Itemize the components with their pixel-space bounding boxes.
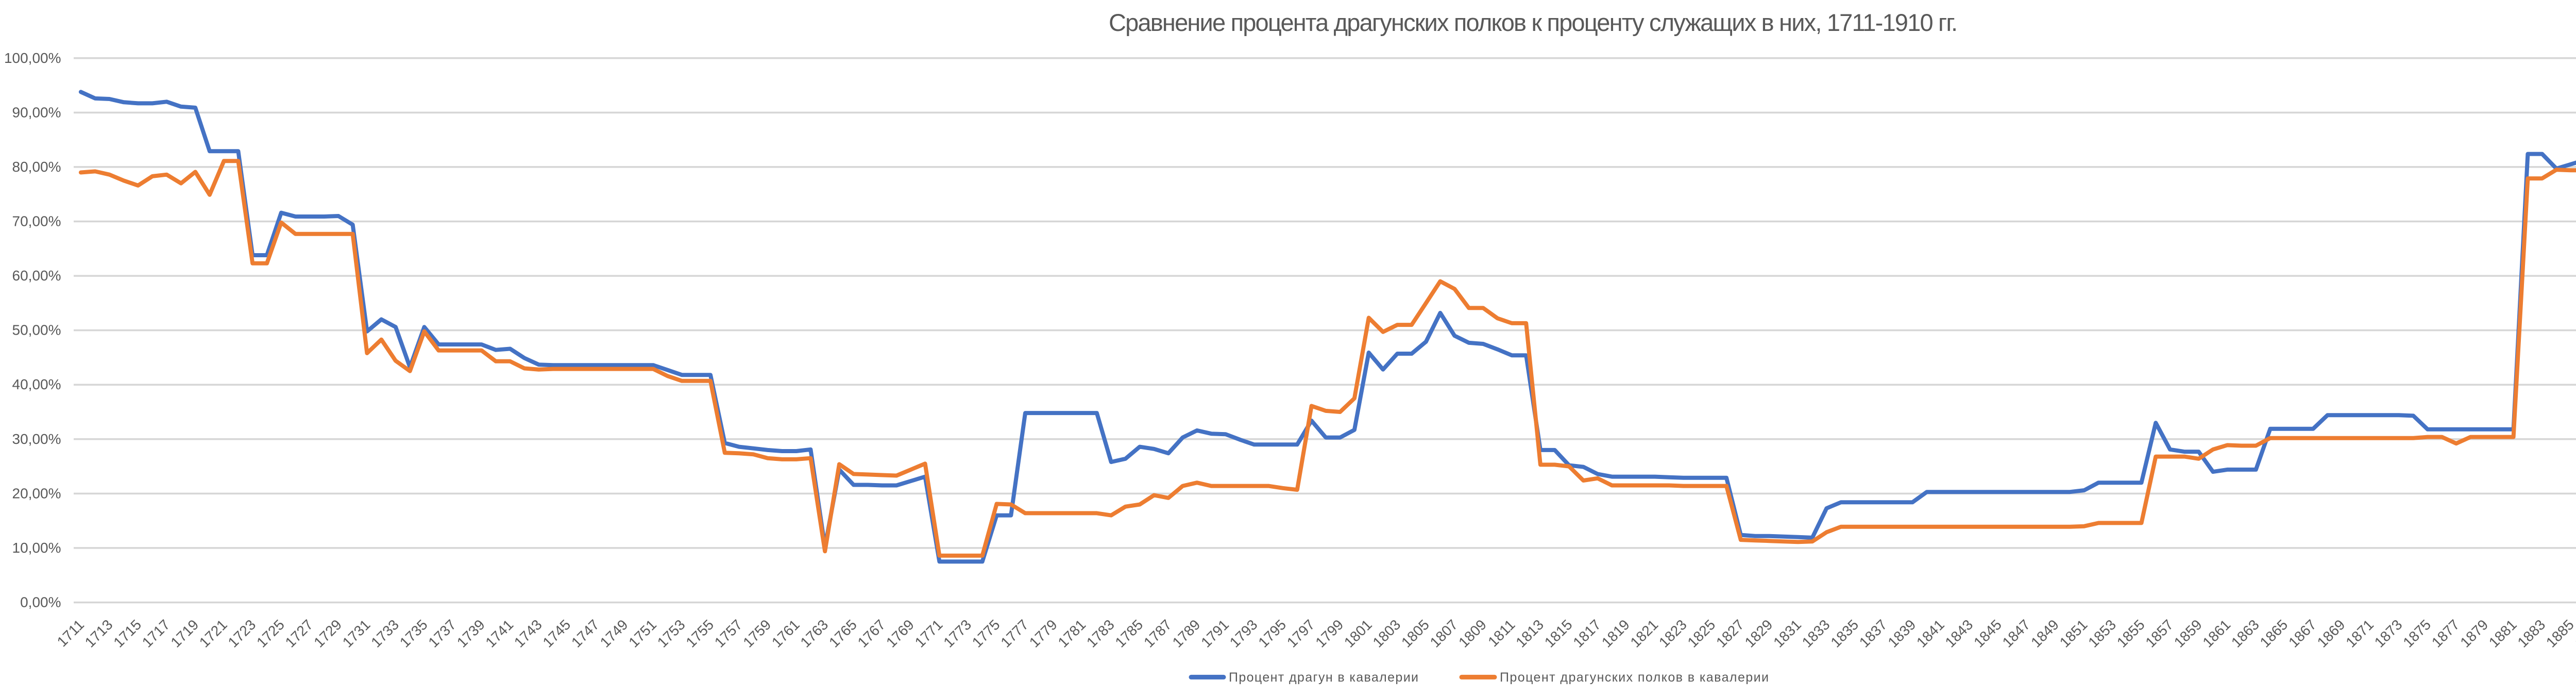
- svg-text:90,00%: 90,00%: [12, 104, 61, 120]
- svg-text:60,00%: 60,00%: [12, 268, 61, 284]
- svg-text:70,00%: 70,00%: [12, 213, 61, 229]
- svg-text:20,00%: 20,00%: [12, 485, 61, 501]
- svg-text:50,00%: 50,00%: [12, 322, 61, 338]
- svg-text:Сравнение процента драгунских: Сравнение процента драгунских полков к п…: [1109, 9, 1958, 36]
- svg-text:100,00%: 100,00%: [4, 50, 61, 66]
- svg-text:10,00%: 10,00%: [12, 540, 61, 556]
- svg-text:Процент драгунских полков в ка: Процент драгунских полков в кавалерии: [1500, 670, 1769, 685]
- svg-text:80,00%: 80,00%: [12, 159, 61, 175]
- svg-text:0,00%: 0,00%: [20, 594, 61, 610]
- svg-text:40,00%: 40,00%: [12, 376, 61, 392]
- svg-text:30,00%: 30,00%: [12, 431, 61, 447]
- svg-text:Процент драгун в кавалерии: Процент драгун в кавалерии: [1229, 670, 1418, 685]
